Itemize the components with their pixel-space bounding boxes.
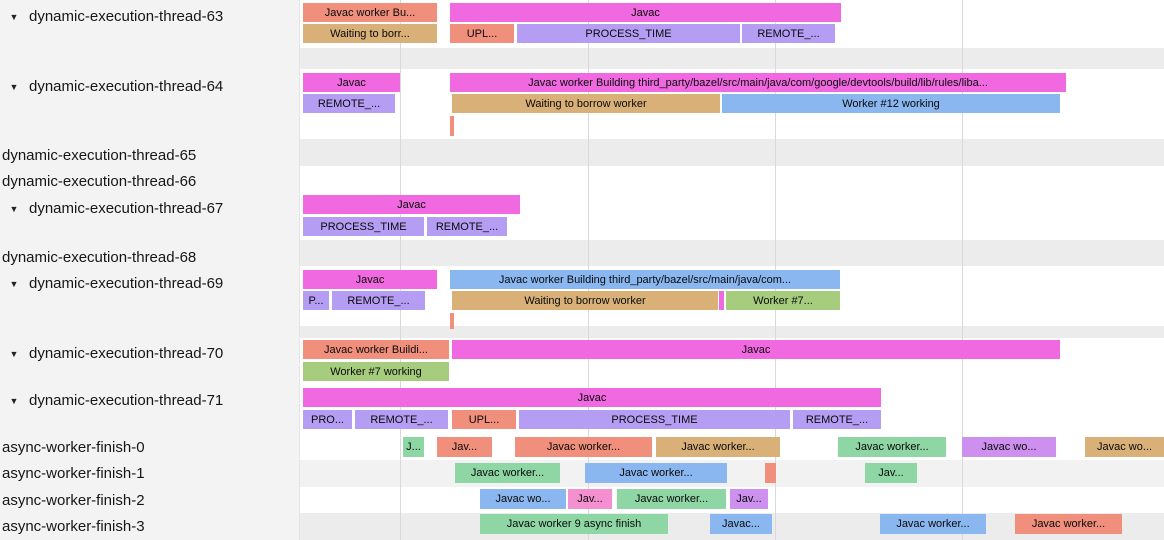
trace-event-bar[interactable]: REMOTE_... xyxy=(332,291,425,310)
trace-event-bar[interactable] xyxy=(450,116,454,136)
trace-event-bar[interactable]: PRO... xyxy=(303,410,352,429)
trace-event-bar[interactable]: Javac worker... xyxy=(515,437,652,457)
trace-event-bar[interactable]: REMOTE_... xyxy=(355,410,448,429)
thread-row-label[interactable]: async-worker-finish-3 xyxy=(2,518,145,535)
thread-row-label[interactable]: dynamic-execution-thread-71 xyxy=(29,392,224,409)
trace-event-bar[interactable]: Javac... xyxy=(710,514,772,534)
thread-row: dynamic-execution-thread-68 xyxy=(2,247,196,268)
trace-event-bar[interactable]: Javac worker... xyxy=(455,463,560,483)
trace-event-bar[interactable]: Jav... xyxy=(730,489,768,509)
collapse-arrow-icon[interactable]: ▼ xyxy=(9,348,19,359)
trace-event-bar[interactable]: REMOTE_... xyxy=(742,24,835,43)
thread-row: async-worker-finish-2 xyxy=(2,490,145,511)
trace-event-bar[interactable]: Javac xyxy=(450,3,841,22)
trace-event-bar[interactable] xyxy=(765,463,776,483)
trace-event-bar[interactable]: Worker #7 working xyxy=(303,362,449,381)
time-gridline xyxy=(962,0,963,540)
thread-row: async-worker-finish-3 xyxy=(2,516,145,537)
collapse-arrow-icon[interactable]: ▼ xyxy=(9,81,19,92)
trace-event-bar[interactable]: Javac worker... xyxy=(617,489,726,509)
trace-event-bar[interactable]: REMOTE_... xyxy=(303,94,395,113)
trace-event-bar[interactable]: Javac worker... xyxy=(585,463,727,483)
trace-event-bar[interactable]: Javac wo... xyxy=(962,437,1056,457)
collapse-arrow-icon[interactable]: ▼ xyxy=(9,11,19,22)
thread-row-label[interactable]: dynamic-execution-thread-69 xyxy=(29,275,224,292)
thread-row: ▼ dynamic-execution-thread-67 xyxy=(8,198,224,219)
thread-row-label[interactable]: async-worker-finish-1 xyxy=(2,465,145,482)
thread-row-label[interactable]: dynamic-execution-thread-66 xyxy=(2,173,197,190)
thread-row-label[interactable]: async-worker-finish-0 xyxy=(2,439,145,456)
thread-row-label[interactable]: dynamic-execution-thread-65 xyxy=(2,147,197,164)
thread-row: ▼ dynamic-execution-thread-64 xyxy=(8,76,224,97)
trace-event-bar[interactable]: REMOTE_... xyxy=(793,410,881,429)
thread-row: dynamic-execution-thread-66 xyxy=(2,171,196,192)
thread-row-label[interactable]: dynamic-execution-thread-63 xyxy=(29,8,224,25)
collapse-arrow-icon[interactable]: ▼ xyxy=(9,278,19,289)
trace-event-bar[interactable]: Javac worker... xyxy=(880,514,986,534)
thread-row-label[interactable]: dynamic-execution-thread-67 xyxy=(29,200,224,217)
trace-event-bar[interactable]: Javac xyxy=(303,388,881,407)
trace-event-bar[interactable]: Javac xyxy=(303,195,520,214)
thread-row: ▼ dynamic-execution-thread-63 xyxy=(8,6,224,27)
trace-event-bar[interactable]: Javac worker... xyxy=(656,437,780,457)
trace-event-bar[interactable]: PROCESS_TIME xyxy=(303,217,424,236)
collapse-arrow-icon[interactable]: ▼ xyxy=(9,203,19,214)
trace-event-bar[interactable]: Javac worker Building third_party/bazel/… xyxy=(450,270,840,289)
thread-row: ▼ dynamic-execution-thread-70 xyxy=(8,343,224,364)
trace-event-bar[interactable]: Javac worker Buildi... xyxy=(303,340,449,359)
trace-event-bar[interactable]: J... xyxy=(403,437,424,457)
thread-row: async-worker-finish-0 xyxy=(2,437,145,458)
trace-event-bar[interactable]: Waiting to borrow worker xyxy=(452,94,720,113)
trace-event-bar[interactable]: Jav... xyxy=(437,437,492,457)
trace-event-bar[interactable]: Javac worker 9 async finish xyxy=(480,514,668,534)
trace-event-bar[interactable]: Jav... xyxy=(568,489,612,509)
trace-event-bar[interactable]: Javac xyxy=(303,73,400,92)
thread-row-label[interactable]: dynamic-execution-thread-64 xyxy=(29,78,224,95)
trace-event-bar[interactable]: Waiting to borr... xyxy=(303,24,437,43)
trace-event-bar[interactable]: Javac worker... xyxy=(1015,514,1122,534)
trace-event-bar[interactable]: REMOTE_... xyxy=(427,217,507,236)
trace-event-bar[interactable]: Jav... xyxy=(865,463,917,483)
trace-event-bar[interactable]: PROCESS_TIME xyxy=(519,410,790,429)
trace-event-bar[interactable]: PROCESS_TIME xyxy=(517,24,740,43)
thread-row-label[interactable]: dynamic-execution-thread-68 xyxy=(2,249,197,266)
trace-event-bar[interactable]: Javac wo... xyxy=(480,489,566,509)
trace-event-bar[interactable]: Worker #12 working xyxy=(722,94,1060,113)
thread-row-label[interactable]: async-worker-finish-2 xyxy=(2,492,145,509)
trace-event-bar[interactable] xyxy=(450,313,454,329)
thread-row: ▼ dynamic-execution-thread-71 xyxy=(8,390,224,411)
trace-event-bar[interactable]: P... xyxy=(303,291,329,310)
trace-event-bar[interactable]: Waiting to borrow worker xyxy=(452,291,718,310)
collapse-arrow-icon[interactable]: ▼ xyxy=(9,395,19,406)
thread-row: async-worker-finish-1 xyxy=(2,463,145,484)
trace-event-bar[interactable]: Javac worker... xyxy=(838,437,946,457)
trace-event-bar[interactable]: Javac xyxy=(452,340,1060,359)
thread-row: ▼ dynamic-execution-thread-69 xyxy=(8,273,224,294)
trace-event-bar[interactable]: Javac wo... xyxy=(1085,437,1164,457)
thread-row: dynamic-execution-thread-65 xyxy=(2,145,196,166)
thread-row-label[interactable]: dynamic-execution-thread-70 xyxy=(29,345,224,362)
trace-event-bar[interactable] xyxy=(719,291,724,310)
trace-event-bar[interactable]: UPL... xyxy=(450,24,514,43)
thread-labels-column: ▼ dynamic-execution-thread-63 ▼ dynamic-exe… xyxy=(0,0,300,540)
trace-event-bar[interactable]: UPL... xyxy=(452,410,516,429)
trace-event-bar[interactable]: Javac xyxy=(303,270,437,289)
trace-event-bar[interactable]: Javac worker Building third_party/bazel/… xyxy=(450,73,1066,92)
trace-event-bar[interactable]: Worker #7... xyxy=(726,291,840,310)
trace-event-bar[interactable]: Javac worker Bu... xyxy=(303,3,437,22)
